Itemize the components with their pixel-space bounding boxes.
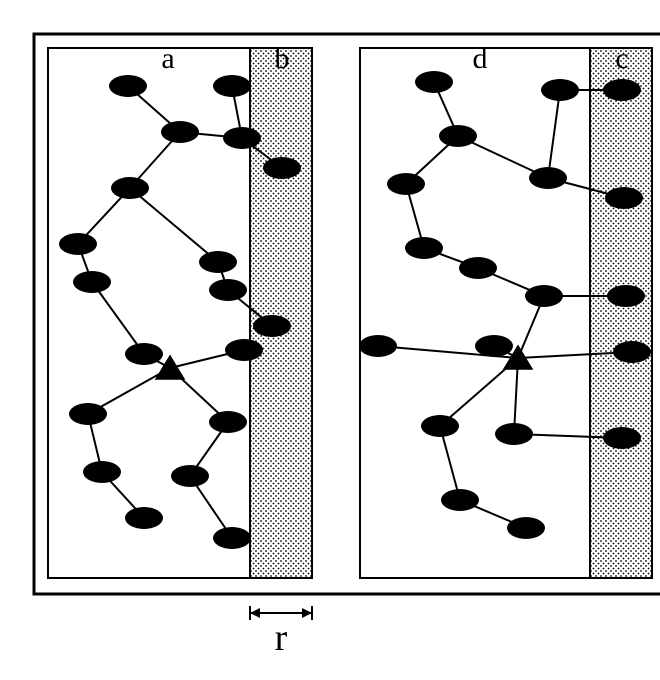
node-ellipse — [171, 465, 209, 487]
region-a-border — [48, 48, 250, 578]
node-ellipse — [439, 125, 477, 147]
edge — [130, 188, 218, 262]
node-ellipse — [59, 233, 97, 255]
node-ellipse — [253, 315, 291, 337]
edge — [548, 90, 560, 178]
dimension-r: r — [250, 606, 312, 659]
node-ellipse — [421, 415, 459, 437]
node-ellipse — [603, 79, 641, 101]
node-ellipse — [525, 285, 563, 307]
node-ellipse — [507, 517, 545, 539]
node-ellipse — [109, 75, 147, 97]
node-ellipse — [359, 335, 397, 357]
molecular-diagram: a b d c r — [20, 20, 660, 660]
node-ellipse — [405, 237, 443, 259]
node-ellipse — [263, 157, 301, 179]
node-ellipse — [415, 71, 453, 93]
node-ellipse — [73, 271, 111, 293]
node-ellipse — [529, 167, 567, 189]
node-ellipse — [607, 285, 645, 307]
node-ellipse — [603, 427, 641, 449]
node-ellipse — [161, 121, 199, 143]
node-ellipse — [387, 173, 425, 195]
node-ellipse — [209, 279, 247, 301]
edge — [92, 282, 144, 354]
node-ellipse — [475, 335, 513, 357]
node-ellipse — [111, 177, 149, 199]
node-ellipse — [213, 527, 251, 549]
node-ellipse — [541, 79, 579, 101]
region-c-label: c — [615, 42, 628, 75]
node-ellipse — [441, 489, 479, 511]
node-ellipse — [83, 461, 121, 483]
region-b-label: b — [275, 42, 290, 75]
region-a-label: a — [161, 42, 174, 75]
node-ellipse — [125, 343, 163, 365]
node-ellipse — [213, 75, 251, 97]
outer-box — [34, 34, 660, 594]
node-ellipse — [459, 257, 497, 279]
node-ellipse — [495, 423, 533, 445]
node-ellipse — [605, 187, 643, 209]
node-ellipse — [223, 127, 261, 149]
node-ellipse — [199, 251, 237, 273]
node-ellipse — [613, 341, 651, 363]
node-ellipse — [225, 339, 263, 361]
r-label: r — [275, 617, 288, 659]
region-b-fill — [250, 48, 312, 578]
node-ellipse — [125, 507, 163, 529]
edge — [440, 426, 460, 500]
node-ellipse — [209, 411, 247, 433]
node-ellipse — [69, 403, 107, 425]
region-c-fill — [590, 48, 652, 578]
region-d-label: d — [473, 42, 488, 75]
diagram-svg: a b d c r — [20, 20, 660, 660]
